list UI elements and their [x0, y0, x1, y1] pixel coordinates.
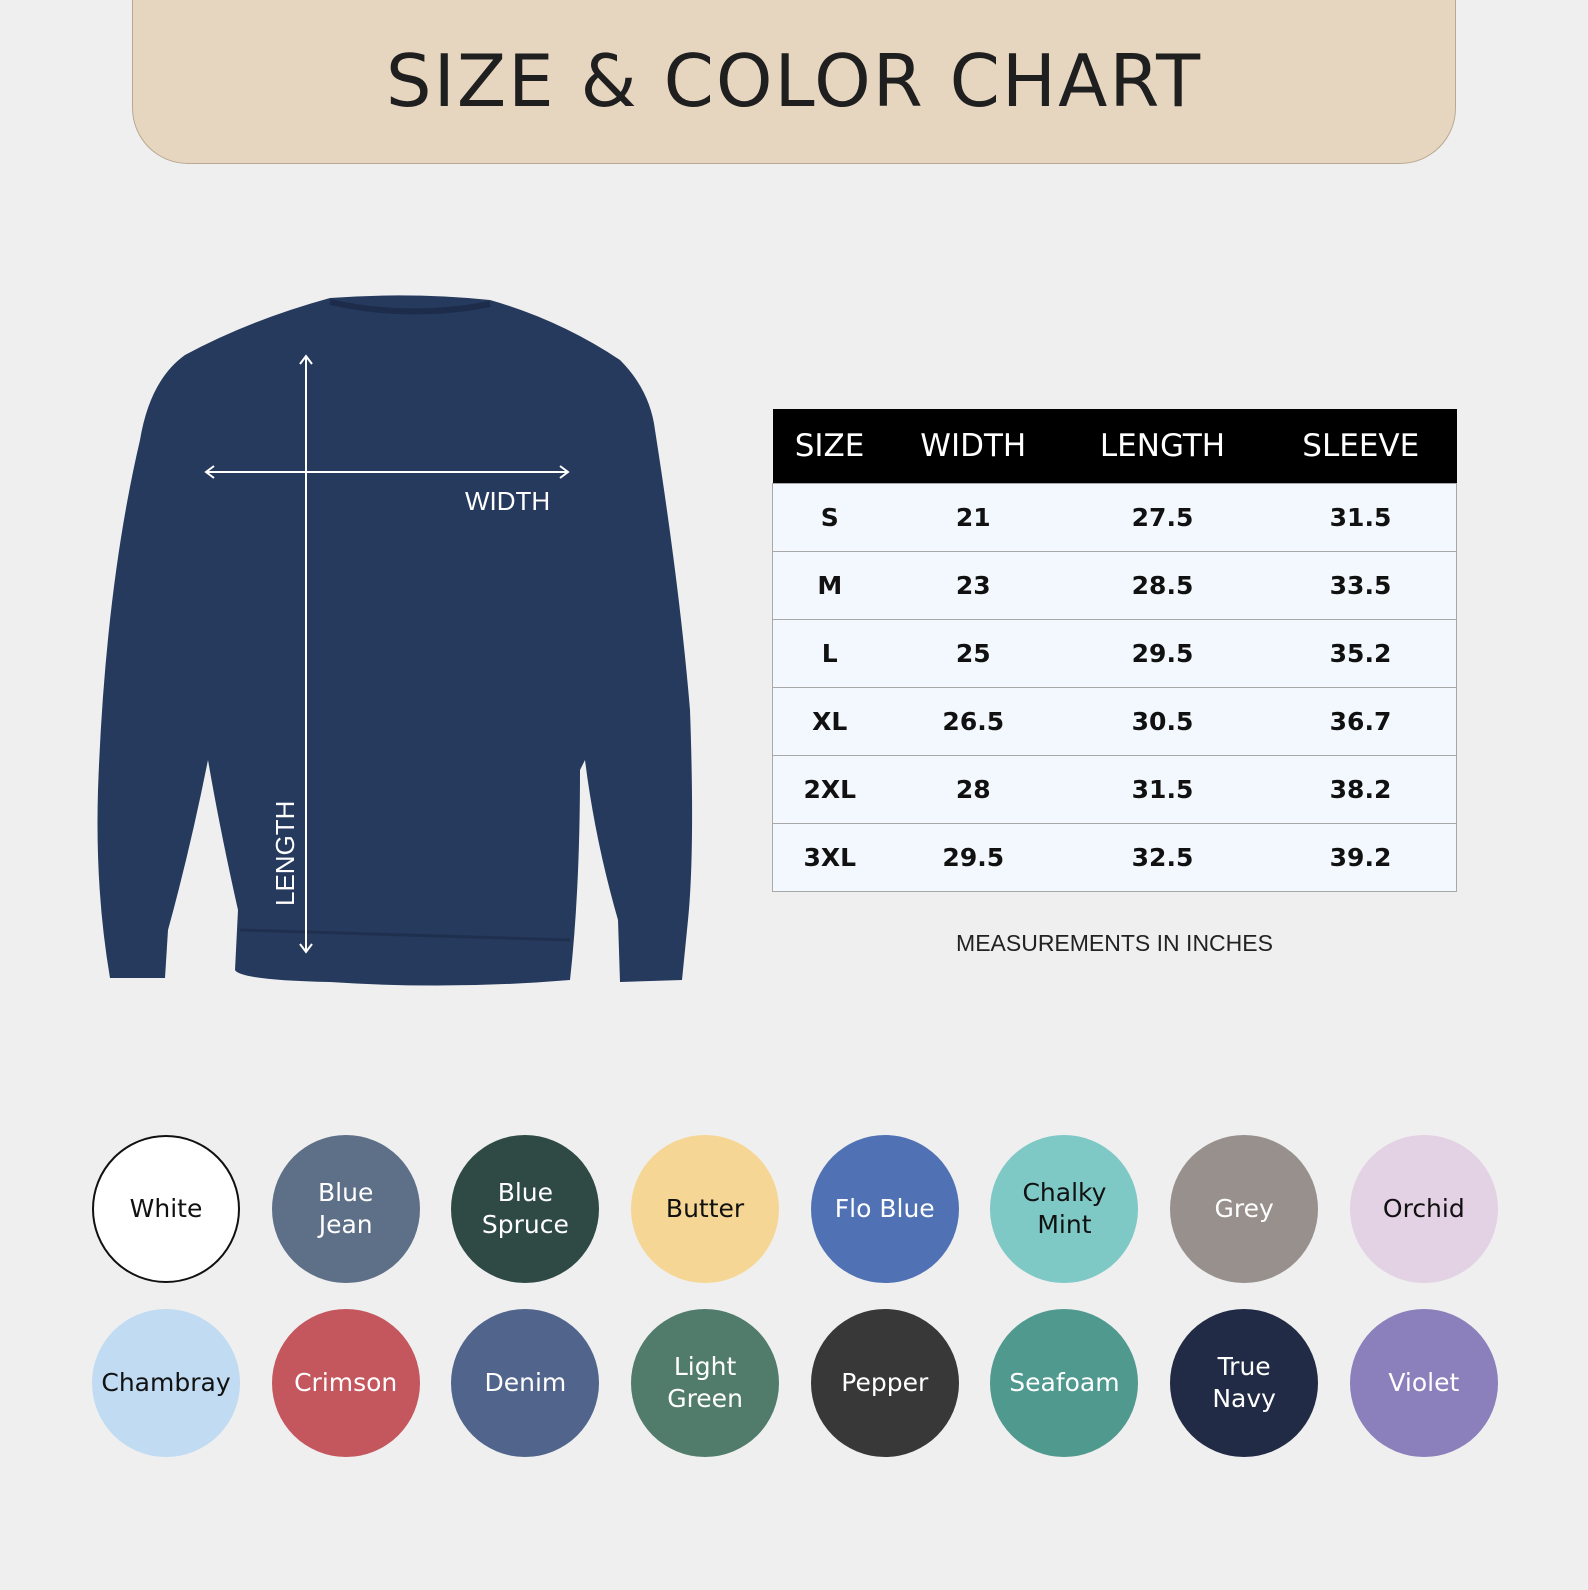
table-cell: 21 — [886, 483, 1060, 552]
size-table: SIZE WIDTH LENGTH SLEEVE S 21 27.5 31.5 M 23 2… — [771, 409, 1458, 892]
table-row: L 25 29.5 35.2 — [771, 619, 1458, 688]
measurement-note: MEASUREMENTS IN INCHES — [956, 930, 1273, 956]
table-cell: 38.2 — [1265, 755, 1458, 824]
color-swatch: Chambray — [92, 1309, 240, 1457]
color-swatch: Seafoam — [990, 1309, 1139, 1457]
color-swatch: Blue Jean — [271, 1135, 420, 1283]
table-cell: 3XL — [771, 823, 887, 892]
table-cell: 36.7 — [1265, 687, 1458, 756]
sweatshirt-image — [97, 295, 693, 986]
column-header: SIZE — [772, 409, 887, 484]
table-cell: M — [771, 551, 887, 620]
table-cell: 26.5 — [886, 687, 1060, 756]
table-cell: 29.5 — [886, 823, 1060, 892]
table-cell: XL — [771, 687, 887, 756]
table-cell: 27.5 — [1059, 483, 1266, 552]
table-row: 2XL 28 31.5 38.2 — [771, 755, 1458, 824]
column-header: WIDTH — [886, 409, 1060, 484]
color-swatch: Crimson — [271, 1309, 420, 1457]
table-cell: 2XL — [771, 755, 887, 824]
table-cell: 33.5 — [1265, 551, 1458, 620]
column-header: SLEEVE — [1265, 409, 1457, 484]
table-cell: 23 — [886, 551, 1060, 620]
color-swatch: Denim — [451, 1309, 600, 1457]
color-swatch: Orchid — [1349, 1135, 1498, 1283]
color-swatch: Flo Blue — [810, 1135, 959, 1283]
table-cell: S — [771, 483, 887, 552]
table-cell: 25 — [886, 619, 1060, 688]
title-banner: SIZE & COLOR CHART — [132, 0, 1456, 164]
table-cell: 39.2 — [1265, 823, 1458, 892]
table-cell: L — [771, 619, 887, 688]
color-swatch: Pepper — [810, 1309, 959, 1457]
table-cell: 31.5 — [1059, 755, 1266, 824]
color-swatches: White Blue Jean Blue Spruce Butter Flo Blue C… — [92, 1135, 1502, 1457]
table-row: M 23 28.5 33.5 — [771, 551, 1458, 620]
table-row: XL 26.5 30.5 36.7 — [771, 687, 1458, 756]
table-cell: 32.5 — [1059, 823, 1266, 892]
table-cell: 35.2 — [1265, 619, 1458, 688]
table-cell: 30.5 — [1059, 687, 1266, 756]
color-swatch: Violet — [1349, 1309, 1498, 1457]
table-cell: 28.5 — [1059, 551, 1266, 620]
color-swatch: Light Green — [631, 1309, 780, 1457]
color-swatch: True Navy — [1170, 1309, 1319, 1457]
table-cell: 31.5 — [1265, 483, 1458, 552]
column-header: LENGTH — [1059, 409, 1266, 484]
page-title: SIZE & COLOR CHART — [385, 38, 1203, 123]
color-swatch: Grey — [1170, 1135, 1319, 1283]
color-swatch: Chalky Mint — [990, 1135, 1139, 1283]
sweatshirt-diagram: WIDTH LENGTH — [97, 295, 693, 986]
color-swatch: White — [92, 1135, 240, 1283]
length-label: LENGTH — [270, 801, 300, 906]
color-swatch: Blue Spruce — [451, 1135, 600, 1283]
table-row: S 21 27.5 31.5 — [771, 483, 1458, 552]
width-label: WIDTH — [465, 486, 550, 516]
table-row: 3XL 29.5 32.5 39.2 — [771, 823, 1458, 892]
table-cell: 29.5 — [1059, 619, 1266, 688]
color-swatch: Butter — [631, 1135, 780, 1283]
table-cell: 28 — [886, 755, 1060, 824]
table-header: SIZE WIDTH LENGTH SLEEVE — [772, 409, 1457, 484]
